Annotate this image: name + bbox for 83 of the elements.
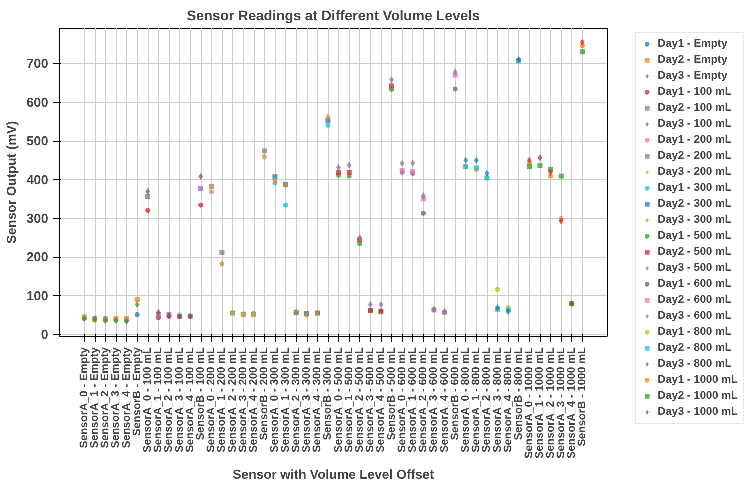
x-tick-label: SensorA_1 - 100 mL [152, 347, 165, 453]
x-tick-label: SensorA_2 - 600 mL [418, 347, 430, 453]
x-tick-label: SensorA_3 - Empty [110, 346, 122, 448]
y-tick-label: 200 [26, 250, 49, 265]
y-tick-label: 700 [26, 56, 49, 72]
x-tick-label: SensorA_3 - 1000 mL [555, 347, 568, 459]
x-tick-label: SensorA_0 - 200 mL [206, 347, 218, 453]
x-tick-label: SensorB - 100 mL [195, 347, 208, 440]
x-tick-label: SensorA_1 - 800 mL [470, 347, 483, 453]
x-tick-label: SensorA_0 - 500 mL [332, 347, 345, 453]
x-tick-label: SensorA_0 - 600 mL [396, 347, 408, 453]
y-axis-title: Sensor Output (mV) [4, 121, 19, 244]
x-tick-label: SensorA_4 - 1000 mL [566, 347, 578, 459]
x-tick-label: SensorA_4 - 300 mL [312, 347, 324, 453]
x-tick-label: SensorB - 600 mL [449, 347, 462, 440]
x-tick-label: SensorB - 300 mL [322, 347, 334, 440]
x-tick-label: SensorA_2 - 500 mL [354, 347, 366, 453]
x-tick-label: SensorB - 800 mL [512, 347, 525, 440]
x-tick-label: SensorA_2 - 300 mL [290, 347, 302, 453]
x-tick-label: SensorA_1 - 200 mL [216, 347, 228, 453]
legend-label: Day1 - 100 mL [658, 86, 732, 98]
x-tick-label: SensorA_2 - 800 mL [481, 347, 494, 453]
legend-label: Day1 - 1000 mL [658, 374, 738, 386]
legend-label: Day2 - 300 mL [658, 198, 732, 210]
x-tick-label: SensorA_4 - 800 mL [502, 347, 514, 453]
x-tick-label: SensorA_1 - Empty [89, 346, 102, 448]
x-tick-label: SensorA_0 - 300 mL [269, 347, 282, 453]
x-tick-label: SensorB - Empty [131, 346, 144, 436]
x-tick-label: SensorA_4 - 100 mL [184, 347, 196, 453]
legend-label: Day1 - 200 mL [658, 134, 732, 146]
y-tick-label: 0 [41, 327, 49, 342]
x-tick-label: SensorA_3 - 500 mL [364, 347, 377, 453]
x-tick-label: SensorA_0 - 800 mL [460, 347, 472, 453]
y-tick-label: 600 [26, 94, 49, 110]
legend-label: Day3 - 200 mL [658, 166, 732, 178]
x-tick-label: SensorA_1 - 500 mL [343, 347, 356, 453]
x-tick-label: SensorA_4 - Empty [120, 346, 133, 448]
legend-label: Day2 - 1000 mL [658, 390, 738, 402]
legend-label: Day3 - 1000 mL [658, 406, 738, 418]
x-tick-label: SensorB - 1000 mL [576, 347, 589, 447]
x-tick-label: SensorA_3 - 300 mL [301, 347, 313, 453]
legend-label: Day2 - 600 mL [658, 294, 732, 306]
x-tick-label: SensorA_3 - 100 mL [174, 347, 186, 453]
legend-label: Day1 - 800 mL [658, 326, 732, 338]
legend-label: Day3 - 800 mL [658, 358, 732, 370]
legend-label: Day3 - Empty [658, 70, 728, 82]
legend-label: Day3 - 100 mL [658, 118, 732, 130]
x-tick-label: SensorA_2 - 100 mL [163, 347, 176, 453]
x-tick-label: SensorA_0 - Empty [78, 346, 90, 448]
x-tick-label: SensorA_2 - 200 mL [226, 347, 239, 453]
chart-title: Sensor Readings at Different Volume Levels [186, 8, 480, 24]
x-tick-label: SensorA_2 - Empty [100, 346, 112, 448]
x-tick-label: SensorB - 500 mL [386, 347, 398, 440]
x-tick-label: SensorA_1 - 300 mL [280, 347, 292, 453]
legend-label: Day2 - Empty [658, 54, 728, 66]
x-tick-label: SensorA_3 - 200 mL [237, 347, 250, 453]
legend-label: Day3 - 300 mL [658, 214, 732, 226]
x-tick-label: SensorA_3 - 800 mL [492, 347, 504, 453]
legend-label: Day2 - 200 mL [658, 150, 732, 162]
x-tick-label: SensorA_0 - 100 mL [142, 347, 154, 453]
legend-label: Day1 - Empty [658, 38, 728, 50]
legend-label: Day2 - 500 mL [658, 246, 732, 258]
legend-label: Day3 - 600 mL [658, 310, 732, 322]
legend-label: Day2 - 800 mL [658, 342, 732, 354]
x-tick-label: SensorA_2 - 1000 mL [544, 347, 557, 459]
x-tick-label: SensorA_4 - 200 mL [248, 347, 260, 453]
legend-label: Day1 - 600 mL [658, 278, 732, 290]
x-axis-title: Sensor with Volume Level Offset [232, 466, 435, 482]
legend-label: Day1 - 300 mL [658, 182, 732, 194]
x-tick-label: SensorA_0 - 1000 mL [524, 347, 536, 459]
y-tick-label: 100 [26, 288, 49, 304]
y-tick-label: 300 [26, 210, 49, 226]
x-tick-label: SensorA_4 - 600 mL [438, 347, 451, 453]
legend-label: Day2 - 100 mL [658, 102, 732, 114]
x-tick-label: SensorA_3 - 600 mL [428, 347, 440, 453]
x-tick-label: SensorA_4 - 500 mL [375, 347, 388, 453]
y-tick-label: 500 [26, 134, 49, 149]
x-tick-label: SensorB - 200 mL [258, 347, 271, 440]
y-tick-label: 400 [26, 172, 49, 188]
legend-label: Day1 - 500 mL [658, 230, 732, 242]
x-tick-label: SensorA_1 - 1000 mL [534, 347, 546, 459]
legend-label: Day3 - 500 mL [658, 262, 732, 274]
x-tick-label: SensorA_1 - 600 mL [406, 347, 419, 453]
